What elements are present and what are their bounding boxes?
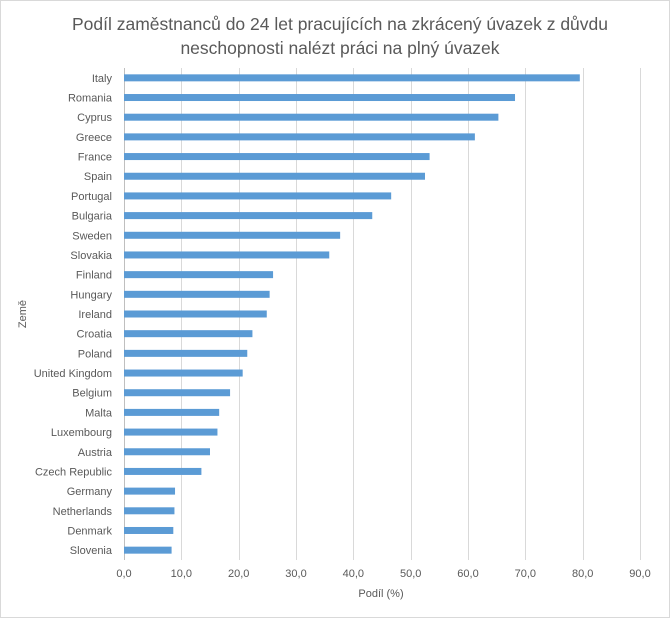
x-tick-label: 80,0: [572, 568, 593, 580]
category-label: Denmark: [67, 525, 112, 537]
category-label: Hungary: [70, 289, 112, 301]
x-tick-label: 30,0: [285, 568, 306, 580]
category-label: Italy: [92, 73, 113, 85]
bar: [124, 94, 516, 102]
category-label: Romania: [68, 93, 113, 105]
x-tick-label: 40,0: [343, 568, 364, 580]
category-label: Greece: [76, 132, 112, 144]
bar: [124, 271, 274, 279]
bar: [124, 369, 243, 377]
x-tick-label: 0,0: [116, 568, 131, 580]
bar: [124, 113, 499, 121]
bar: [124, 212, 373, 220]
bar: [124, 74, 580, 82]
bar: [124, 133, 475, 141]
x-tick-labels: 0,0 10,0 20,0 30,0 40,0 50,0 60,0 70,0 80,0 90,0: [116, 568, 650, 580]
gridlines: [124, 68, 641, 560]
x-tick-label: 60,0: [457, 568, 478, 580]
x-axis-title: Podíl (%): [358, 588, 403, 600]
bar: [124, 251, 330, 259]
category-label: Spain: [84, 171, 112, 183]
bar: [124, 153, 430, 161]
category-label: France: [78, 152, 112, 164]
y-axis-title: Země: [17, 300, 29, 328]
category-label: Luxembourg: [51, 427, 112, 439]
x-tick-label: 10,0: [171, 568, 192, 580]
category-label: Finland: [76, 270, 112, 282]
category-label: Malta: [85, 407, 113, 419]
bar: [124, 349, 248, 357]
category-label: Sweden: [72, 230, 112, 242]
bar: [124, 546, 172, 554]
x-tick-label: 50,0: [400, 568, 421, 580]
x-tick-label: 20,0: [228, 568, 249, 580]
category-label: Ireland: [78, 309, 112, 321]
bar: [124, 487, 176, 495]
category-label: Croatia: [77, 329, 113, 341]
bar: [124, 428, 218, 436]
x-tick-label: 90,0: [629, 568, 650, 580]
category-label: Czech Republic: [35, 466, 113, 478]
category-label: Portugal: [71, 191, 112, 203]
bar: [124, 310, 267, 318]
category-label: Cyprus: [77, 112, 112, 124]
bar: [124, 507, 175, 515]
category-label: Netherlands: [53, 506, 113, 518]
bar: [124, 408, 220, 416]
bar: [124, 448, 210, 456]
category-labels: Italy Romania Cyprus Greece France Spain Portu…: [34, 73, 113, 557]
bar: [124, 192, 392, 200]
category-label: Belgium: [72, 388, 112, 400]
category-label: Poland: [78, 348, 112, 360]
chart-title: Podíl zaměstnanců do 24 let pracujících …: [72, 14, 608, 58]
bar: [124, 526, 174, 534]
category-label: United Kingdom: [34, 368, 112, 380]
bar: [124, 330, 253, 338]
bar: [124, 467, 202, 475]
x-tick-label: 70,0: [515, 568, 536, 580]
bar: [124, 290, 270, 298]
bar: [124, 172, 425, 180]
category-label: Bulgaria: [72, 211, 113, 223]
category-label: Slovakia: [70, 250, 112, 262]
bar: [124, 231, 341, 239]
category-label: Austria: [78, 447, 113, 459]
category-label: Slovenia: [70, 545, 113, 557]
bar: [124, 389, 231, 397]
bar-series: [124, 74, 580, 554]
category-label: Germany: [67, 486, 113, 498]
